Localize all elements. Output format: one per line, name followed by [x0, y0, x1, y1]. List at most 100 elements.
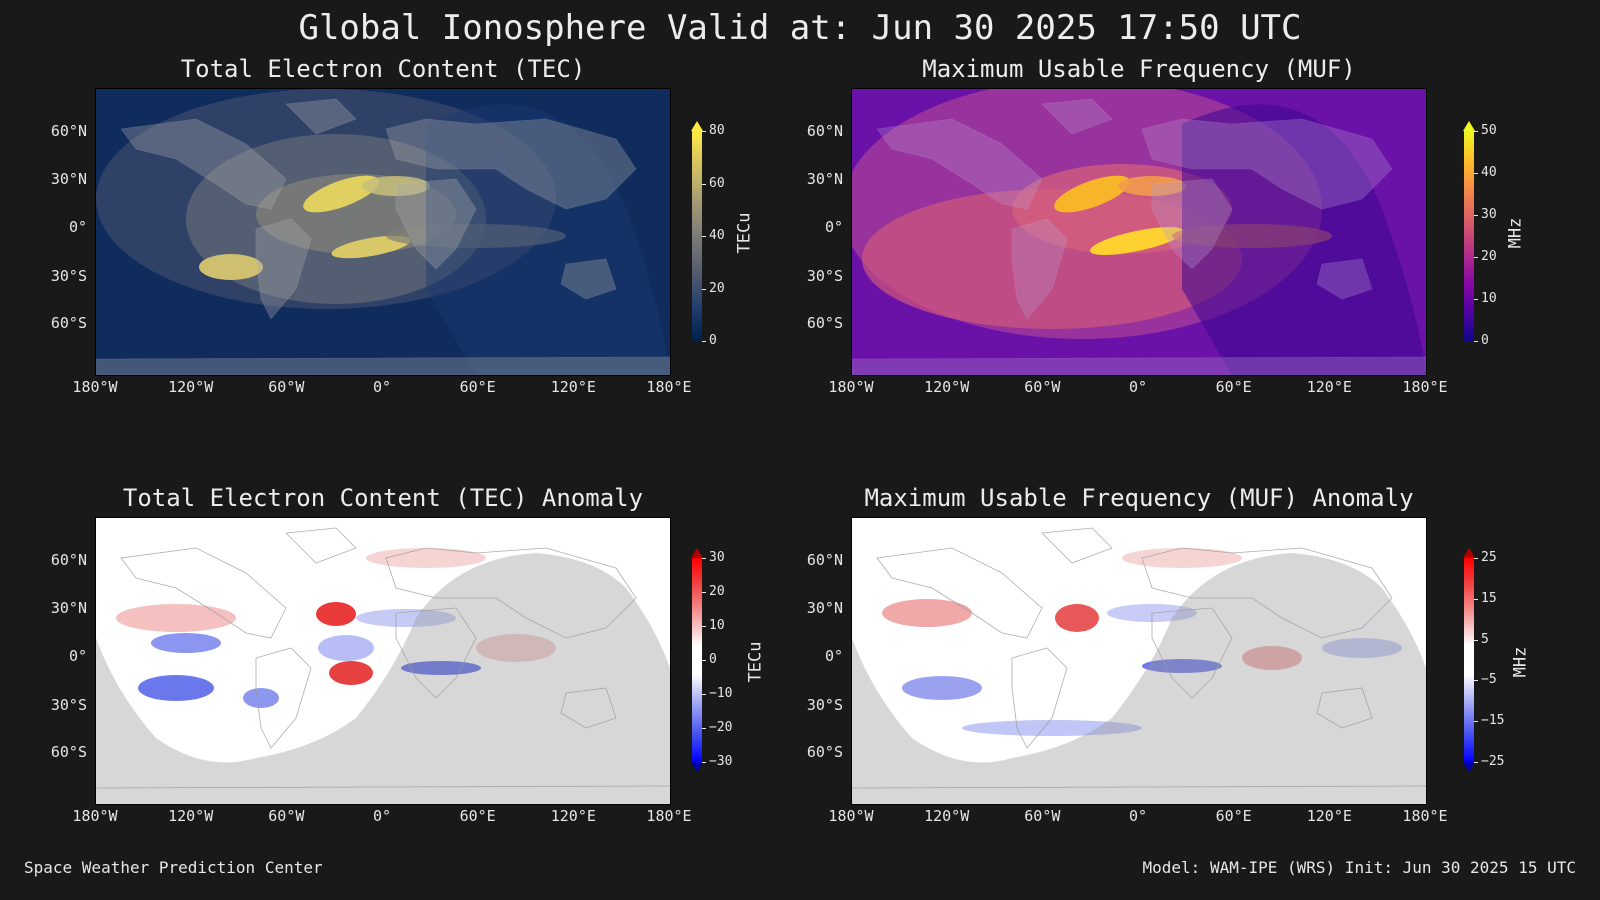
muf-map [851, 88, 1427, 376]
colorbar-tick-label: −10 [709, 686, 733, 701]
tec-anomaly-lon-tick: 0° [372, 807, 392, 825]
tec-colorbar [692, 131, 702, 341]
colorbar-tick-label: 20 [709, 584, 725, 599]
tec-lon-tick: 180°E [646, 378, 692, 396]
tec-anomaly-lat-tick: 60°S [50, 742, 87, 761]
colorbar-tick-label: 10 [1481, 291, 1497, 306]
colorbar-tickmark [1474, 639, 1478, 641]
muf-lon-tick: 60°W [1024, 378, 1061, 396]
tec-anomaly-colorbar-arrow-bottom [691, 762, 703, 772]
tec-lon-tick: 60°W [268, 378, 305, 396]
tec-anomaly-lon-tick: 180°E [646, 807, 692, 825]
muf-lon-tick: 120°W [924, 378, 970, 396]
muf-anomaly-lon-tick: 60°E [1215, 807, 1252, 825]
colorbar-tick-label: 80 [709, 123, 725, 138]
colorbar-tick-label: 50 [1481, 123, 1497, 138]
muf-anomaly-lat-tick: 0° [824, 647, 843, 666]
tec-lon-tick: 0° [372, 378, 392, 396]
muf-anomaly-map [851, 517, 1427, 805]
colorbar-tickmark [702, 288, 706, 290]
muf-lat-tick: 30°N [806, 169, 843, 188]
muf-anomaly-colorbar-label: MHz [1510, 646, 1531, 678]
colorbar-tickmark [1474, 257, 1478, 258]
colorbar-tick-label: 40 [1481, 165, 1497, 180]
muf-anomaly-panel-title: Maximum Usable Frequency (MUF) Anomaly [864, 484, 1414, 512]
muf-anomaly-lon-tick: 120°E [1306, 807, 1352, 825]
colorbar-tickmark [702, 762, 706, 763]
muf-colorbar-label: MHz [1505, 217, 1526, 249]
colorbar-tick-label: 0 [709, 652, 717, 667]
colorbar-tickmark [1474, 721, 1478, 723]
muf-lat-tick: 30°S [806, 266, 843, 285]
colorbar-tickmark [1474, 131, 1478, 132]
muf-anomaly-lon-tick: 120°W [924, 807, 970, 825]
muf-anomaly-lat-tick: 60°N [806, 551, 843, 570]
colorbar-tickmark [1474, 598, 1478, 600]
colorbar-tickmark [702, 660, 706, 661]
muf-anomaly-lat-tick: 60°S [806, 742, 843, 761]
tec-anomaly-lat-tick: 30°N [50, 598, 87, 617]
muf-colorbar [1464, 131, 1474, 341]
tec-lon-tick: 60°E [459, 378, 496, 396]
tec-anomaly-lon-tick: 120°E [550, 807, 596, 825]
colorbar-tick-label: 15 [1481, 590, 1497, 606]
colorbar-tick-label: 20 [1481, 249, 1497, 264]
muf-anomaly-lon-tick: 60°W [1024, 807, 1061, 825]
colorbar-tick-label: −15 [1481, 713, 1505, 729]
colorbar-tickmark [1474, 173, 1478, 174]
muf-anomaly-lon-tick: 0° [1128, 807, 1148, 825]
colorbar-tick-label: −20 [709, 720, 733, 735]
colorbar-tick-label: 0 [1481, 333, 1489, 348]
tec-anomaly-panel-title: Total Electron Content (TEC) Anomaly [122, 484, 644, 512]
tec-anomaly-lon-tick: 180°W [72, 807, 118, 825]
muf-lon-tick: 0° [1128, 378, 1148, 396]
colorbar-tickmark [1474, 558, 1478, 559]
tec-panel-title: Total Electron Content (TEC) [180, 55, 586, 83]
muf-panel-title: Maximum Usable Frequency (MUF) [922, 55, 1356, 83]
page-title: Global Ionosphere Valid at: Jun 30 2025 … [298, 8, 1302, 48]
tec-lat-tick: 60°S [50, 313, 87, 332]
tec-lon-tick: 180°W [72, 378, 118, 396]
colorbar-tickmark [702, 694, 706, 695]
muf-lon-tick: 180°W [828, 378, 874, 396]
colorbar-tickmark [1474, 762, 1478, 763]
colorbar-tickmark [1474, 680, 1478, 682]
tec-anomaly-lat-tick: 0° [68, 647, 87, 666]
muf-anomaly-colorbar [1464, 558, 1474, 762]
muf-colorbar-arrow [1463, 121, 1475, 131]
muf-anomaly-lat-tick: 30°N [806, 598, 843, 617]
colorbar-tick-label: 20 [709, 280, 725, 296]
muf-anomaly-colorbar-arrow-bottom [1463, 762, 1475, 772]
colorbar-tickmark [702, 131, 706, 132]
colorbar-tick-label: 25 [1481, 550, 1497, 565]
colorbar-tickmark [702, 626, 706, 627]
tec-map [95, 88, 671, 376]
tec-lat-tick: 0° [68, 218, 87, 237]
tec-colorbar-label: TECu [734, 212, 755, 254]
muf-anomaly-lon-tick: 180°E [1402, 807, 1448, 825]
tec-colorbar-arrow [691, 121, 703, 131]
tec-lon-tick: 120°W [168, 378, 214, 396]
muf-anomaly-lon-tick: 180°W [828, 807, 874, 825]
tec-anomaly-colorbar-label: TECu [745, 641, 766, 683]
colorbar-tickmark [1474, 215, 1478, 216]
colorbar-tickmark [702, 558, 706, 559]
tec-lat-tick: 30°S [50, 266, 87, 285]
colorbar-tickmark [1474, 341, 1478, 342]
colorbar-tick-label: −30 [709, 754, 733, 769]
tec-anomaly-colorbar [692, 558, 702, 762]
tec-anomaly-lon-tick: 60°W [268, 807, 305, 825]
tec-lon-tick: 120°E [550, 378, 596, 396]
muf-lon-tick: 180°E [1402, 378, 1448, 396]
muf-anomaly-colorbar-arrow-top [1463, 548, 1475, 558]
colorbar-tick-label: 30 [709, 550, 725, 565]
colorbar-tick-label: 10 [709, 618, 725, 633]
colorbar-tick-label: 60 [709, 175, 725, 191]
colorbar-tick-label: 40 [709, 228, 725, 243]
colorbar-tick-label: −25 [1481, 754, 1505, 769]
tec-lat-tick: 60°N [50, 122, 87, 141]
colorbar-tickmark [702, 728, 706, 729]
colorbar-tick-label: 5 [1481, 631, 1489, 647]
muf-lon-tick: 60°E [1215, 378, 1252, 396]
muf-anomaly-lat-tick: 30°S [806, 695, 843, 714]
